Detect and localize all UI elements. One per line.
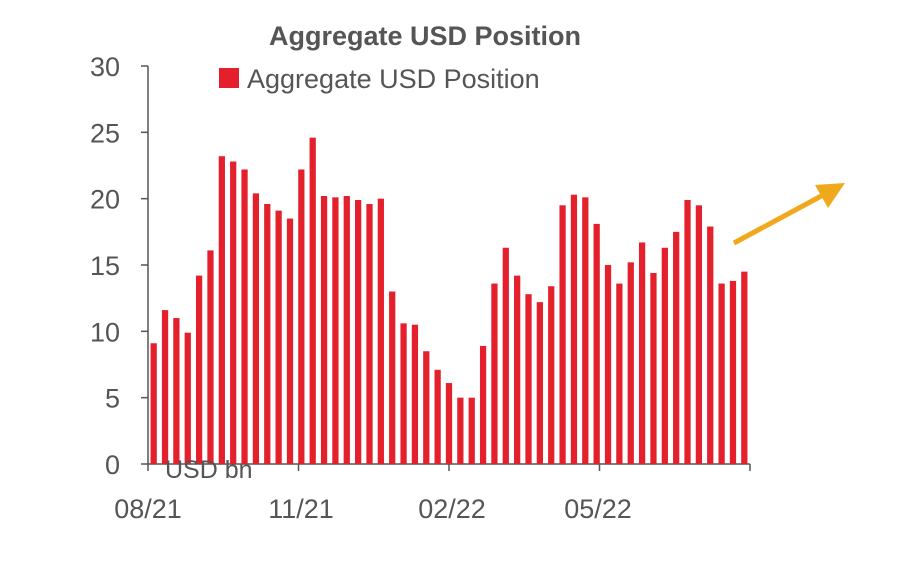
bar bbox=[275, 210, 282, 464]
bar bbox=[366, 203, 373, 464]
legend-swatch bbox=[219, 68, 239, 88]
y-tick-label: 15 bbox=[90, 251, 120, 281]
bar bbox=[332, 197, 339, 464]
y-axis-unit-label: USD bn bbox=[165, 456, 253, 484]
x-axis: 08/21 11/21 02/22 05/22 bbox=[114, 463, 751, 524]
bar bbox=[264, 203, 271, 464]
y-tick-label: 30 bbox=[90, 52, 120, 82]
bar bbox=[468, 397, 475, 464]
bar bbox=[241, 169, 248, 465]
bar bbox=[604, 265, 612, 464]
bar bbox=[434, 369, 441, 464]
bar bbox=[650, 272, 657, 464]
bar bbox=[411, 324, 419, 464]
chart-title: Aggregate USD Position bbox=[269, 21, 581, 51]
bar bbox=[582, 197, 589, 464]
y-tick-label: 25 bbox=[90, 118, 120, 148]
y-tick-label: 5 bbox=[105, 384, 120, 414]
bar bbox=[184, 332, 191, 464]
bar bbox=[695, 205, 703, 465]
bar bbox=[741, 271, 748, 464]
bar bbox=[355, 199, 362, 465]
y-axis: 0 5 10 15 20 25 30 bbox=[90, 52, 149, 480]
x-tick-label: 08/21 bbox=[114, 494, 182, 524]
y-tick-label: 0 bbox=[105, 450, 120, 480]
bar bbox=[536, 302, 543, 464]
bar bbox=[400, 323, 407, 464]
x-tick-label: 11/21 bbox=[268, 494, 334, 524]
bar bbox=[548, 286, 555, 464]
bar bbox=[150, 343, 157, 464]
bar bbox=[309, 137, 316, 464]
bar bbox=[718, 283, 725, 464]
bar bbox=[286, 218, 294, 464]
bar bbox=[661, 247, 668, 464]
bar bbox=[502, 247, 509, 464]
trend-arrow-head bbox=[815, 183, 845, 208]
bar bbox=[173, 318, 180, 464]
bar bbox=[707, 226, 714, 464]
bar bbox=[684, 199, 691, 465]
bar bbox=[298, 169, 305, 465]
bar bbox=[673, 231, 680, 464]
bar bbox=[445, 383, 453, 464]
bar bbox=[479, 345, 487, 464]
bar bbox=[638, 242, 646, 464]
bar bbox=[729, 280, 737, 464]
trend-arrow bbox=[732, 183, 845, 246]
trend-arrow-shaft bbox=[732, 191, 827, 246]
bar bbox=[559, 205, 566, 465]
bar bbox=[627, 262, 634, 464]
bar bbox=[593, 223, 600, 464]
legend-label: Aggregate USD Position bbox=[247, 64, 540, 94]
bar bbox=[252, 193, 260, 465]
bar bbox=[230, 161, 237, 464]
bar bbox=[570, 194, 578, 464]
y-tick-label: 10 bbox=[90, 317, 120, 347]
x-tick-label: 05/22 bbox=[564, 494, 632, 524]
bar bbox=[320, 196, 328, 464]
bar bbox=[207, 250, 214, 464]
bar bbox=[514, 275, 521, 464]
bar bbox=[195, 275, 203, 464]
x-tick-label: 02/22 bbox=[418, 494, 486, 524]
bar bbox=[218, 156, 225, 464]
bar bbox=[343, 196, 350, 464]
bar bbox=[616, 283, 623, 464]
bar bbox=[457, 397, 464, 464]
bar bbox=[377, 198, 384, 465]
bar bbox=[161, 310, 169, 464]
bar bbox=[525, 294, 532, 464]
y-tick-label: 20 bbox=[90, 185, 120, 215]
bar bbox=[491, 283, 498, 464]
bar bbox=[389, 291, 396, 464]
bar-series bbox=[150, 137, 748, 465]
legend: Aggregate USD Position bbox=[219, 64, 540, 94]
bar bbox=[423, 351, 430, 464]
